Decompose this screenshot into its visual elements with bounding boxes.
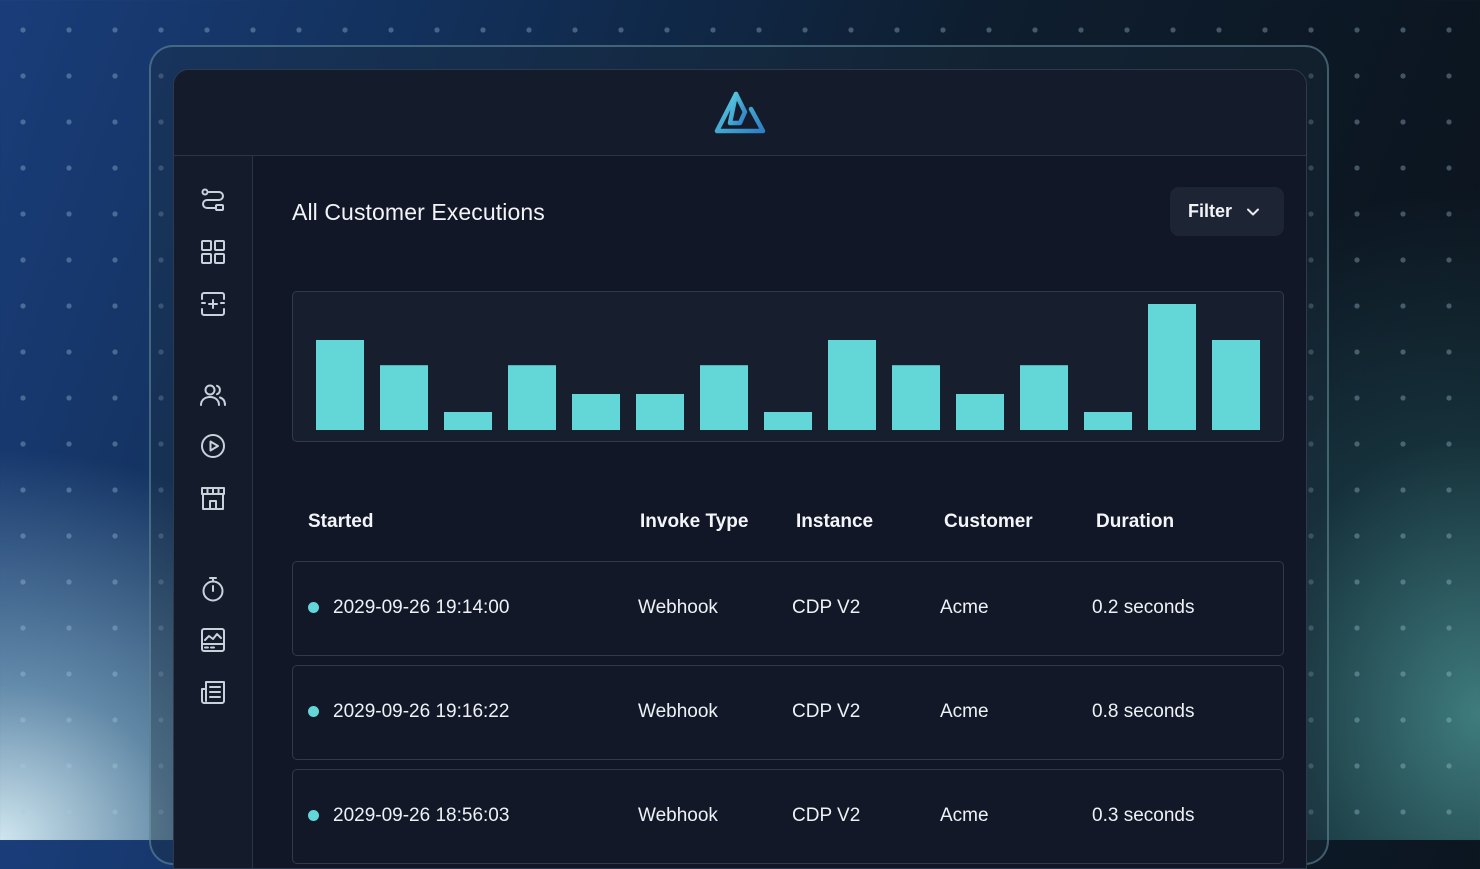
sidebar [174,156,253,868]
started-cell: 2029-09-26 19:14:00 [333,597,510,618]
users-icon[interactable] [199,381,227,409]
duration-cell: 0.2 seconds [1092,597,1195,618]
app-window: All Customer Executions Filter Started I… [173,69,1307,869]
chart-bar [1084,412,1132,430]
chart-bar [764,412,812,430]
chart-bar [1148,304,1196,430]
chevron-down-icon [1247,208,1259,216]
table-header: Started Invoke Type Instance Customer Du… [292,511,1284,541]
chart-bar [892,365,940,430]
play-circle-icon[interactable] [199,432,227,460]
executions-bar-chart [316,304,1260,430]
grid-icon[interactable] [199,238,227,266]
chart-bar [828,340,876,430]
status-dot [308,602,319,613]
add-integration-icon[interactable] [199,290,227,318]
logs-icon[interactable] [199,678,227,706]
column-header-started[interactable]: Started [308,511,374,532]
status-dot [308,706,319,717]
chart-bar [572,394,620,430]
column-header-instance[interactable]: Instance [796,511,874,532]
table-row[interactable]: 2029-09-26 18:56:03 Webhook CDP V2 Acme … [292,769,1284,864]
table-row[interactable]: 2029-09-26 19:14:00 Webhook CDP V2 Acme … [292,561,1284,656]
status-dot [308,810,319,821]
marketplace-icon[interactable] [199,484,227,512]
started-cell: 2029-09-26 18:56:03 [333,805,510,826]
duration-cell: 0.3 seconds [1092,805,1195,826]
customer-cell: Acme [940,597,989,618]
invoke-type-cell: Webhook [638,701,718,722]
column-header-customer[interactable]: Customer [944,511,1033,532]
chart-bar [1020,365,1068,430]
column-header-invoke-type[interactable]: Invoke Type [640,511,749,532]
chart-bar [508,365,556,430]
invoke-type-cell: Webhook [638,597,718,618]
chart-bar [380,365,428,430]
chart-bar [700,365,748,430]
filter-label: Filter [1188,201,1233,221]
main-content: All Customer Executions Filter Started I… [254,156,1306,868]
triangle-logo-icon [714,91,766,134]
customer-cell: Acme [940,805,989,826]
column-header-duration[interactable]: Duration [1096,511,1175,532]
executions-chart [292,291,1284,442]
chart-bar [956,394,1004,430]
table-row[interactable]: 2029-09-26 19:16:22 Webhook CDP V2 Acme … [292,665,1284,760]
chart-bar [316,340,364,430]
instance-cell: CDP V2 [792,597,861,618]
top-bar [174,70,1306,156]
filter-button[interactable]: Filter [1170,187,1284,236]
chart-bar [636,394,684,430]
instance-cell: CDP V2 [792,701,861,722]
monitor-chart-icon[interactable] [199,626,227,654]
workflow-icon[interactable] [199,186,227,214]
instance-cell: CDP V2 [792,805,861,826]
page-title: All Customer Executions [292,199,545,225]
started-cell: 2029-09-26 19:16:22 [333,701,510,722]
chart-bar [1212,340,1260,430]
invoke-type-cell: Webhook [638,805,718,826]
customer-cell: Acme [940,701,989,722]
stopwatch-icon[interactable] [199,575,227,603]
chart-bar [444,412,492,430]
duration-cell: 0.8 seconds [1092,701,1195,722]
